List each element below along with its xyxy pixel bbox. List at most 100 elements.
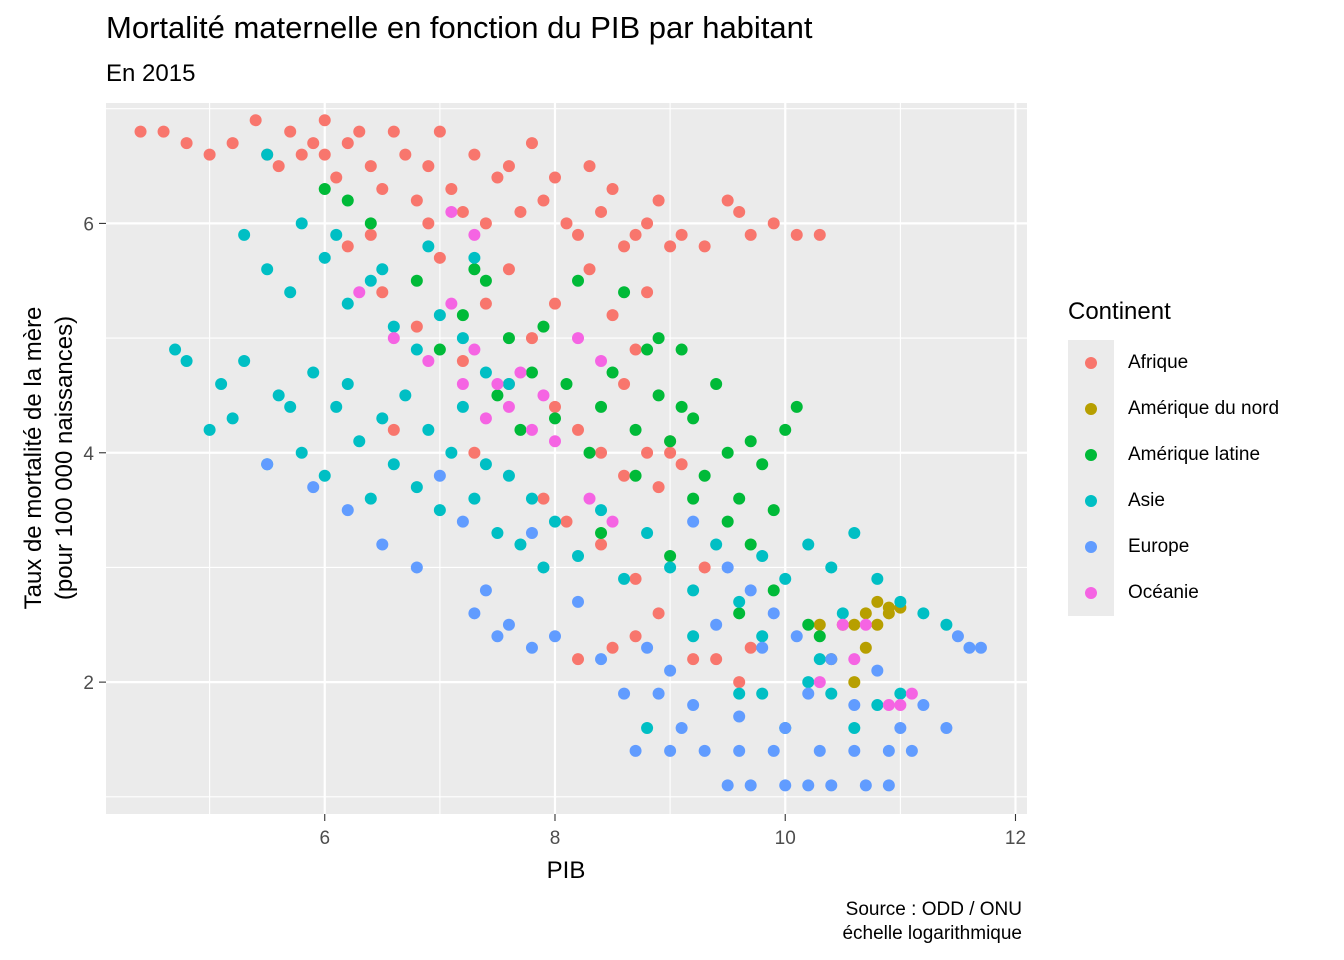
y-axis-title-line1: Taux de mortalité de la mère bbox=[20, 307, 47, 610]
data-point bbox=[652, 332, 665, 345]
data-points bbox=[134, 114, 987, 792]
data-point bbox=[410, 561, 423, 574]
data-point bbox=[479, 297, 492, 310]
chart-subtitle: En 2015 bbox=[106, 60, 196, 87]
data-point bbox=[157, 125, 170, 138]
series-group bbox=[169, 148, 953, 734]
data-point bbox=[618, 687, 631, 700]
data-point bbox=[802, 676, 815, 689]
data-point bbox=[836, 618, 849, 631]
data-point bbox=[882, 779, 895, 792]
data-point bbox=[917, 607, 930, 620]
data-point bbox=[641, 641, 654, 654]
data-point bbox=[341, 504, 354, 517]
data-point bbox=[330, 400, 343, 413]
data-point bbox=[744, 779, 757, 792]
data-point bbox=[387, 332, 400, 345]
data-point bbox=[595, 527, 608, 540]
data-point bbox=[882, 699, 895, 712]
data-point bbox=[502, 618, 515, 631]
data-point bbox=[491, 377, 504, 390]
data-point bbox=[514, 423, 527, 436]
data-point bbox=[629, 423, 642, 436]
data-point bbox=[514, 538, 527, 551]
data-point bbox=[606, 366, 619, 379]
data-point bbox=[802, 779, 815, 792]
data-point bbox=[456, 205, 469, 218]
x-tick-label: 10 bbox=[775, 828, 796, 849]
data-point bbox=[479, 366, 492, 379]
data-point bbox=[479, 217, 492, 230]
data-point bbox=[525, 137, 538, 150]
data-point bbox=[364, 274, 377, 287]
data-point bbox=[433, 469, 446, 482]
data-point bbox=[756, 630, 769, 643]
data-point bbox=[894, 595, 907, 608]
data-point bbox=[687, 584, 700, 597]
data-point bbox=[859, 607, 872, 620]
data-point bbox=[848, 527, 861, 540]
y-tick-label: 4 bbox=[83, 444, 94, 465]
data-point bbox=[675, 721, 688, 734]
data-point bbox=[871, 699, 884, 712]
data-point bbox=[456, 515, 469, 528]
data-point bbox=[767, 504, 780, 517]
data-point bbox=[595, 504, 608, 517]
data-point bbox=[687, 699, 700, 712]
data-point bbox=[618, 240, 631, 253]
data-point bbox=[261, 458, 274, 471]
data-point bbox=[330, 171, 343, 184]
data-point bbox=[894, 699, 907, 712]
data-point bbox=[525, 527, 538, 540]
data-point bbox=[422, 160, 435, 173]
data-point bbox=[595, 538, 608, 551]
data-point bbox=[606, 183, 619, 196]
data-point bbox=[917, 699, 930, 712]
data-point bbox=[629, 228, 642, 241]
caption-scale-note: échelle logarithmique bbox=[842, 923, 1022, 944]
data-point bbox=[422, 355, 435, 368]
data-point bbox=[848, 721, 861, 734]
data-point bbox=[871, 618, 884, 631]
data-point bbox=[733, 710, 746, 723]
data-point bbox=[364, 228, 377, 241]
data-point bbox=[629, 469, 642, 482]
legend-dot-icon bbox=[1085, 587, 1097, 599]
data-point bbox=[341, 377, 354, 390]
data-point bbox=[376, 286, 389, 299]
data-point bbox=[652, 389, 665, 402]
data-point bbox=[537, 492, 550, 505]
data-point bbox=[525, 492, 538, 505]
data-point bbox=[813, 653, 826, 666]
legend: Continent Afrique Amérique du nord Amériqu… bbox=[1068, 298, 1279, 616]
data-point bbox=[502, 263, 515, 276]
data-point bbox=[825, 653, 838, 666]
legend-key bbox=[1068, 432, 1114, 478]
data-point bbox=[525, 423, 538, 436]
data-point bbox=[618, 572, 631, 585]
data-point bbox=[307, 366, 320, 379]
data-point bbox=[882, 744, 895, 757]
data-point bbox=[341, 297, 354, 310]
data-point bbox=[572, 653, 585, 666]
data-point bbox=[664, 561, 677, 574]
data-point bbox=[698, 469, 711, 482]
data-point bbox=[433, 125, 446, 138]
data-point bbox=[238, 228, 251, 241]
data-point bbox=[733, 744, 746, 757]
data-point bbox=[364, 160, 377, 173]
data-point bbox=[537, 389, 550, 402]
data-point bbox=[295, 446, 308, 459]
data-point bbox=[548, 630, 561, 643]
data-point bbox=[445, 297, 458, 310]
data-point bbox=[376, 263, 389, 276]
legend-dot-icon bbox=[1085, 357, 1097, 369]
data-point bbox=[502, 377, 515, 390]
data-point bbox=[572, 228, 585, 241]
data-point bbox=[767, 217, 780, 230]
data-point bbox=[502, 469, 515, 482]
data-point bbox=[433, 343, 446, 356]
data-point bbox=[687, 653, 700, 666]
data-point bbox=[664, 549, 677, 562]
data-point bbox=[272, 389, 285, 402]
